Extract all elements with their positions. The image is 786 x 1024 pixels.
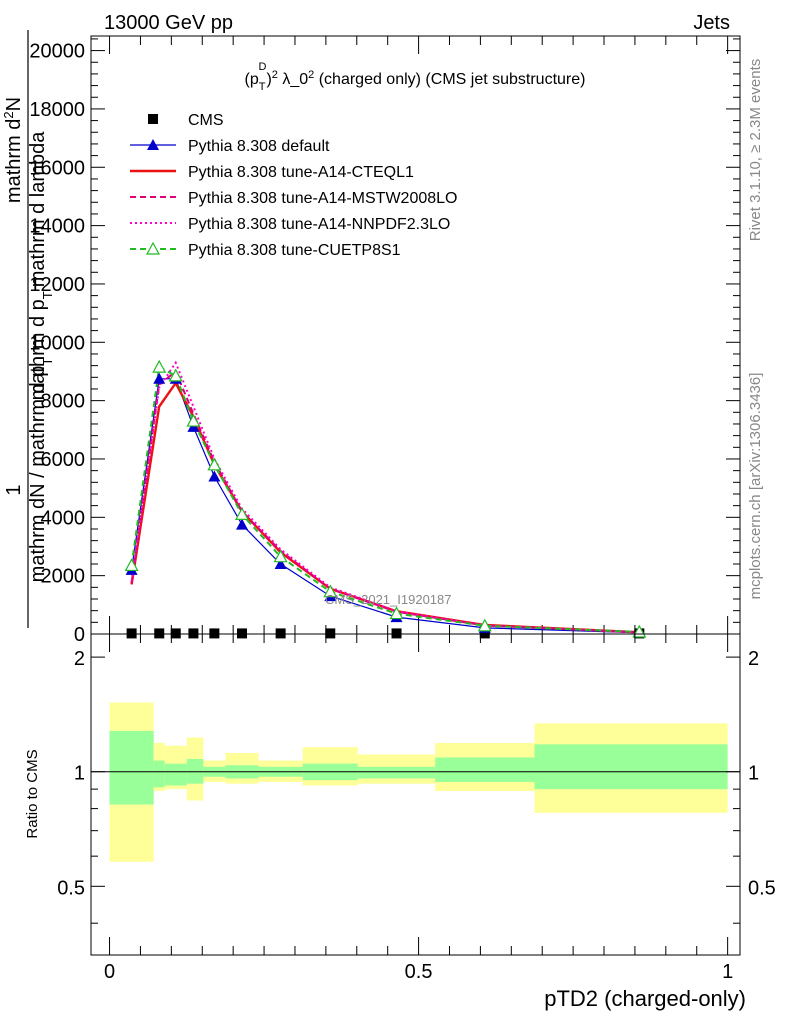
data-point-marker (152, 359, 167, 373)
data-point-marker (126, 628, 137, 639)
header-left: 13000 GeV pp (104, 12, 233, 34)
y-label-numerator: mathrm d2N (1, 97, 26, 203)
legend-marker (147, 139, 159, 150)
y-label-one: 1 (3, 484, 25, 495)
legend-marker (145, 241, 161, 255)
legend-entry: Pythia 8.308 tune-A14-NNPDF2.3LO (130, 216, 450, 233)
data-point-marker (273, 549, 288, 563)
ratio-y-tick-label-right: 2 (748, 648, 759, 670)
data-point-marker (391, 628, 402, 639)
stat-uncertainty-band (164, 763, 187, 786)
x-tick-label: 1 (722, 961, 733, 983)
legend-entry: CMS (148, 112, 224, 129)
data-point-marker (186, 413, 201, 427)
ratio-y-axis-label: Ratio to CMS (24, 749, 41, 838)
stat-uncertainty-band (109, 730, 154, 805)
ratio-uncertainty-bands (109, 702, 728, 862)
legend-label: CMS (188, 112, 224, 129)
series-markers (124, 359, 647, 639)
y-tick-label: 14000 (29, 216, 85, 238)
y-label-denominator-1: mathrm d pTmathrm d lambda (27, 131, 55, 401)
data-point-marker (477, 618, 492, 632)
ratio-plot-panel: 0.5 0.5 1 1 2 2 0 0.5 1 Ratio to CMS pTD2 (charg… (24, 633, 776, 1011)
y-tick-label: 10000 (29, 332, 85, 354)
main-y-axis-label: mathrm d2N mathrm d pTmathrm d lambda 1 … (1, 30, 55, 628)
stat-uncertainty-band (534, 744, 728, 790)
stat-uncertainty-band (153, 760, 165, 788)
legend-label: Pythia 8.308 tune-A14-CTEQL1 (188, 164, 414, 181)
stat-uncertainty-band (357, 766, 436, 779)
legend-entry: Pythia 8.308 tune-A14-MSTW2008LO (130, 190, 457, 207)
legend-entry: Pythia 8.308 tune-CUETP8S1 (130, 241, 401, 259)
data-point-marker (323, 584, 338, 598)
data-point-marker (209, 628, 220, 639)
x-tick-label: 0 (104, 961, 115, 983)
ratio-y-tick-label-right: 0.5 (748, 877, 776, 899)
y-tick-label: 2000 (41, 566, 86, 588)
x-axis-label: pTD2 (charged-only) (544, 986, 746, 1011)
y-tick-label: 16000 (29, 157, 85, 179)
y-tick-label: 6000 (41, 449, 86, 471)
ratio-y-tick-label-right: 1 (748, 763, 759, 785)
data-point-marker (275, 628, 286, 639)
ratio-plot-frame (90, 633, 741, 956)
y-tick-label: 18000 (29, 99, 85, 121)
ratio-axis-ticks: 0.5 0.5 1 1 2 2 0 0.5 1 (57, 634, 776, 983)
y-tick-label: 12000 (29, 274, 85, 296)
y-tick-label: 8000 (41, 391, 86, 413)
y-tick-label: 4000 (41, 507, 86, 529)
y-tick-label: 0 (74, 624, 85, 646)
data-point-marker (479, 628, 490, 639)
ratio-y-tick-label: 1 (74, 763, 85, 785)
data-point-marker (170, 628, 181, 639)
data-point-marker (274, 557, 287, 569)
data-point-marker (234, 507, 250, 521)
data-point-marker (188, 628, 199, 639)
data-point-marker (124, 558, 139, 572)
data-point-marker (237, 628, 248, 639)
legend-label: Pythia 8.308 tune-A14-MSTW2008LO (188, 190, 457, 207)
chart-title: (pTD)2 λ_02 (charged only) (CMS jet subs… (245, 61, 586, 93)
legend-entry: Pythia 8.308 default (130, 138, 330, 155)
data-point-marker (325, 628, 336, 639)
header-right: Jets (693, 12, 730, 34)
x-tick-label: 0.5 (405, 961, 433, 983)
data-point-marker (168, 368, 183, 382)
legend-label: Pythia 8.308 tune-A14-NNPDF2.3LO (188, 216, 450, 233)
y-tick-label: 20000 (29, 41, 85, 63)
rivet-version-label: Rivet 3.1.10, ≥ 2.3M events (747, 59, 764, 242)
stat-uncertainty-band (435, 757, 535, 782)
legend-marker (148, 114, 158, 124)
legend-label: Pythia 8.308 tune-CUETP8S1 (188, 242, 401, 259)
data-point-marker (154, 628, 165, 639)
legend-label: Pythia 8.308 default (188, 138, 330, 155)
legend: CMS Pythia 8.308 default Pythia 8.308 tune… (130, 112, 457, 259)
mcplots-reference-label: mcplots.cern.ch [arXiv:1306.3436] (747, 373, 764, 600)
ratio-y-tick-label: 0.5 (57, 877, 85, 899)
data-point-marker (207, 457, 222, 471)
ratio-y-tick-label: 2 (74, 648, 85, 670)
legend-entry: Pythia 8.308 tune-A14-CTEQL1 (130, 164, 414, 181)
analysis-watermark: CMS_2021_I1920187 (325, 592, 452, 607)
data-point-marker (208, 470, 221, 482)
data-point-marker (389, 606, 404, 620)
data-point-marker (236, 518, 249, 530)
y-label-denominator-2: mathrm dN / mathrm d pT (27, 358, 55, 583)
data-point-marker (153, 372, 166, 384)
main-y-axis-ticks: 0 2000 4000 6000 8000 10000 12000 14000 16000 180… (29, 36, 740, 646)
main-plot-panel: 0 2000 4000 6000 8000 10000 12000 14000 16000 180… (29, 35, 741, 646)
